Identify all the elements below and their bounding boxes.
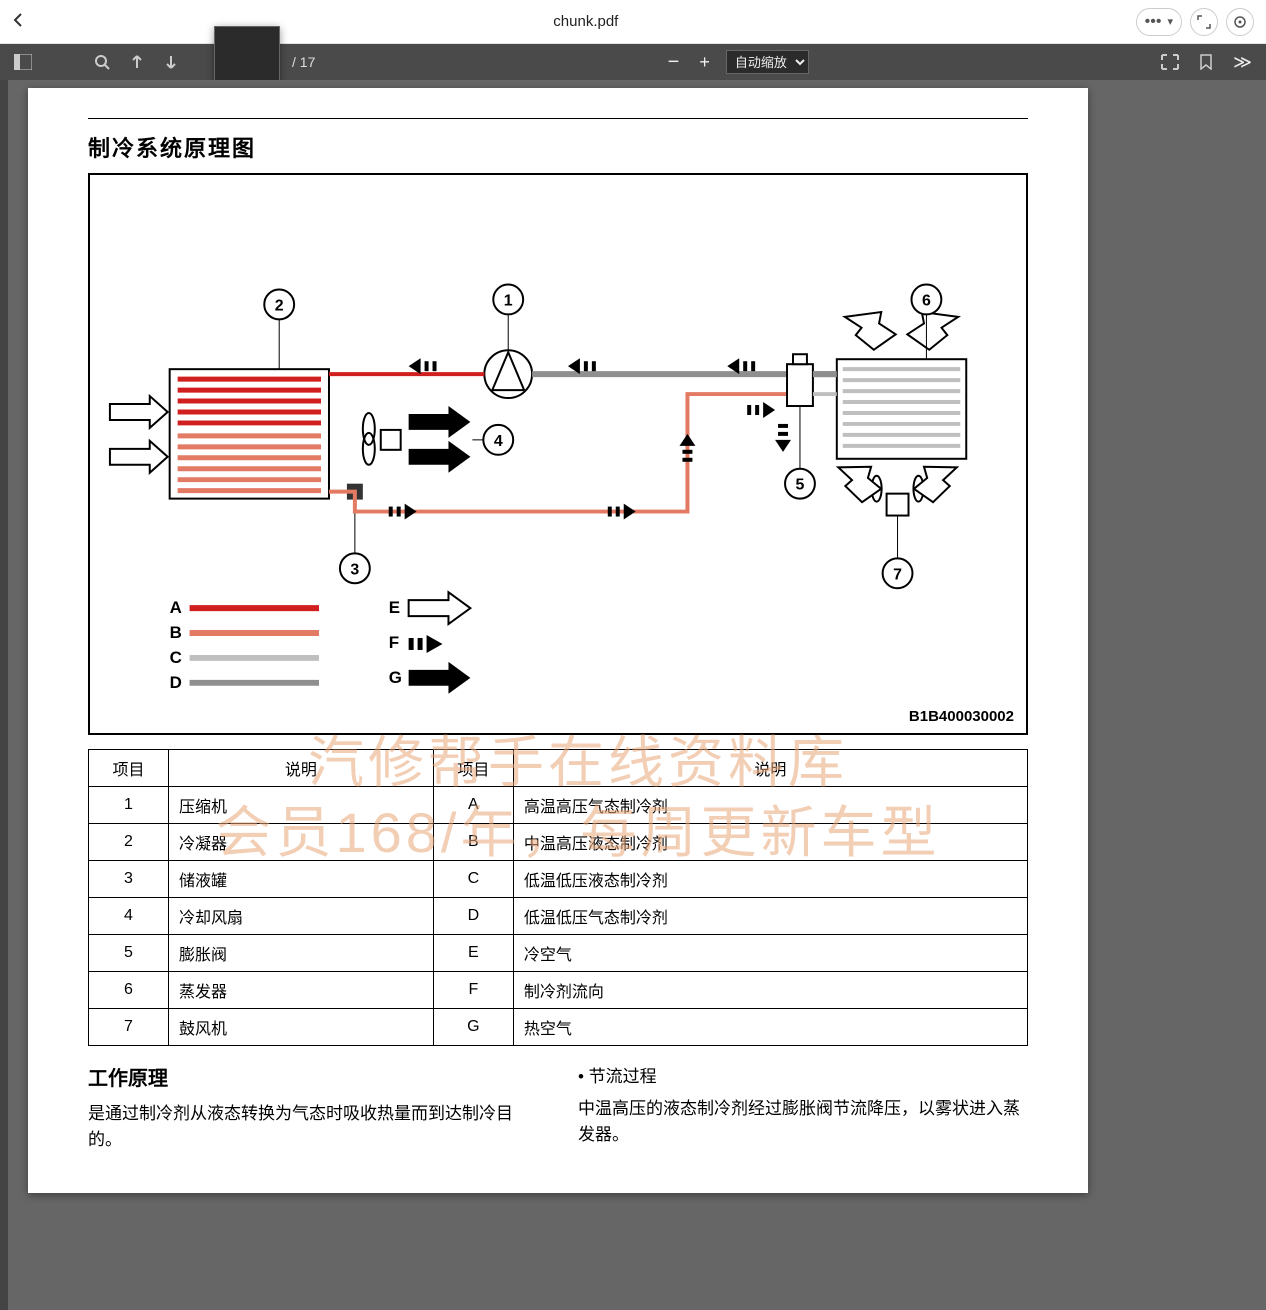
titlebar: chunk.pdf •••▾ (0, 0, 1266, 44)
svg-text:F: F (389, 633, 399, 652)
line-B (329, 394, 787, 511)
pdf-viewport: 制冷系统原理图 (0, 80, 1266, 1310)
table-row: 3储液罐C低温低压液态制冷剂 (89, 860, 1028, 897)
tools-icon[interactable]: ≫ (1229, 50, 1256, 75)
thumbnail-strip[interactable] (0, 80, 8, 1310)
presentation-icon[interactable] (1157, 52, 1183, 72)
callout-2: 2 (264, 290, 294, 370)
air-in-arrows (110, 396, 168, 473)
compressor-icon (484, 350, 532, 398)
pdf-toolbar: / 17 − + 自动缩放 ≫ (0, 44, 1266, 80)
svg-text:C: C (170, 648, 182, 667)
table-row: 2冷凝器B中温高压液态制冷剂 (89, 823, 1028, 860)
legend-table: 项目说明 项目说明 1压缩机A高温高压气态制冷剂2冷凝器B中温高压液态制冷剂3储… (88, 749, 1028, 1046)
zoom-out-icon[interactable]: − (664, 49, 684, 76)
callout-7: 7 (883, 516, 913, 589)
file-title: chunk.pdf (36, 13, 1136, 30)
zoom-in-icon[interactable]: + (695, 50, 714, 75)
zoom-select[interactable]: 自动缩放 (726, 50, 809, 74)
throttle-text: 中温高压的液态制冷剂经过膨胀阀节流降压，以雾状进入蒸发器。 (578, 1096, 1028, 1149)
table-row: 6蒸发器F制冷剂流向 (89, 971, 1028, 1008)
callout-5: 5 (785, 406, 815, 499)
pdf-page: 制冷系统原理图 (28, 88, 1088, 1193)
page-total: / 17 (292, 54, 315, 70)
svg-text:1: 1 (504, 292, 513, 309)
titlebar-right: •••▾ (1136, 8, 1254, 36)
principle-heading: 工作原理 (88, 1064, 538, 1095)
table-row: 7鼓风机G热空气 (89, 1008, 1028, 1045)
refrigeration-diagram: 2 3 4 (90, 175, 1026, 733)
table-row: 5膨胀阀E冷空气 (89, 934, 1028, 971)
callout-1: 1 (493, 285, 523, 351)
svg-text:D: D (170, 673, 182, 692)
section-heading: 制冷系统原理图 (88, 131, 1028, 163)
svg-text:A: A (170, 598, 182, 617)
blower-icon (872, 476, 924, 516)
principle-text: 是通过制冷剂从液态转换为气态时吸收热量而到达制冷目的。 (88, 1101, 538, 1154)
cold-air-arrows (845, 303, 958, 356)
svg-text:G: G (389, 668, 402, 687)
evaporator-icon (837, 359, 966, 459)
condenser-icon (170, 369, 329, 498)
search-icon[interactable] (90, 52, 114, 72)
next-page-icon[interactable] (160, 52, 182, 72)
svg-text:3: 3 (350, 561, 359, 578)
svg-text:6: 6 (922, 292, 931, 309)
prev-page-icon[interactable] (126, 52, 148, 72)
svg-text:5: 5 (796, 477, 805, 494)
expand-button[interactable] (1190, 8, 1218, 36)
back-button[interactable] (12, 10, 36, 33)
diagram-frame: 2 3 4 (88, 173, 1028, 735)
sidebar-toggle-icon[interactable] (10, 52, 36, 72)
bookmark-icon[interactable] (1195, 52, 1217, 72)
target-button[interactable] (1226, 8, 1254, 36)
throttle-bullet: • 节流过程 (578, 1064, 1028, 1090)
svg-text:4: 4 (494, 433, 503, 450)
table-row: 1压缩机A高温高压气态制冷剂 (89, 786, 1028, 823)
table-row: 4冷却风扇D低温低压气态制冷剂 (89, 897, 1028, 934)
svg-text:B: B (170, 623, 182, 642)
svg-text:7: 7 (893, 566, 902, 583)
body-text: 工作原理 是通过制冷剂从液态转换为气态时吸收热量而到达制冷目的。 • 节流过程 … (88, 1064, 1028, 1154)
expansion-valve-icon (787, 354, 813, 406)
svg-text:2: 2 (275, 297, 284, 314)
cooling-fan-icon (363, 413, 401, 465)
diagram-id: B1B400030002 (909, 708, 1014, 725)
more-button[interactable]: •••▾ (1136, 8, 1182, 36)
legend: A B C D E F G (170, 592, 471, 694)
hot-air-arrows (409, 406, 471, 473)
callout-4: 4 (472, 425, 513, 455)
svg-text:E: E (389, 598, 400, 617)
